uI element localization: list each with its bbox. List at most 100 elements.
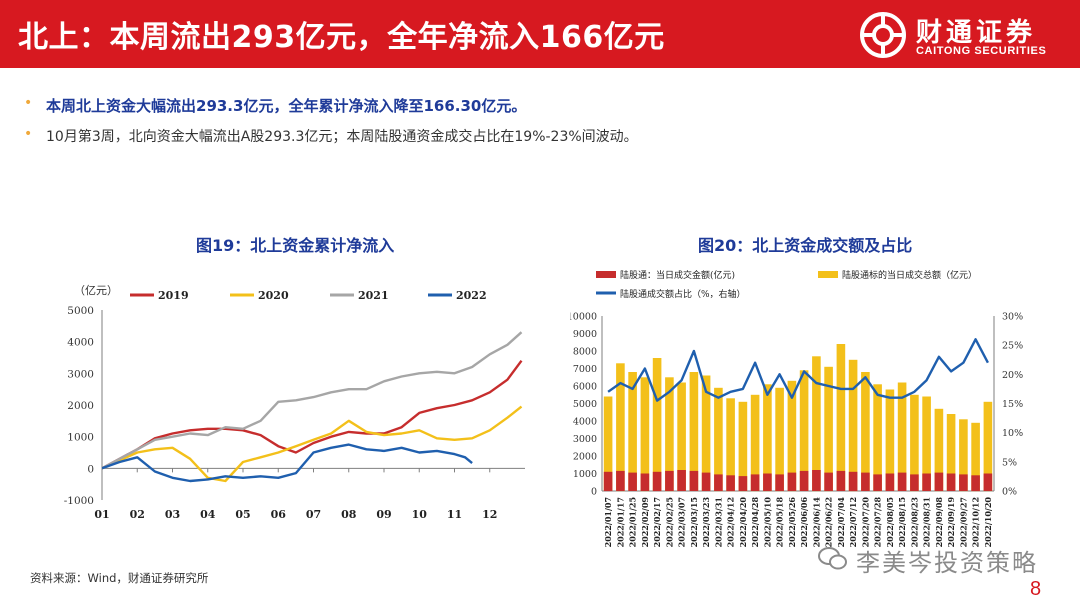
y2-tick-label: 25%	[1002, 341, 1023, 352]
x-tick-label: 2022/10/12	[971, 497, 981, 547]
x-tick-label: 2022/06/22	[824, 497, 834, 547]
bar-northbound-turnover	[665, 470, 674, 491]
y-tick-label: 3000	[67, 368, 94, 380]
bar-total-turnover	[824, 366, 833, 492]
x-tick-label: 2022/08/05	[885, 497, 895, 547]
bar-northbound-turnover	[738, 476, 748, 491]
bar-northbound-turnover	[763, 473, 772, 491]
bar-total-turnover	[775, 387, 784, 492]
x-tick-label: 2022/09/27	[958, 497, 968, 547]
x-tick-label: 08	[341, 508, 357, 521]
chart1-title: 图19：北上资金累计净流入	[196, 236, 395, 255]
bar-northbound-turnover	[640, 473, 650, 491]
chart2-title: 图20：北上资金成交额及占比	[698, 236, 913, 255]
source-note: 资料来源：Wind，财通证券研究所	[30, 571, 209, 585]
legend-label-2021: 2021	[358, 289, 389, 302]
series-line-2022	[101, 443, 473, 483]
turnover-ratio-chart: 陆股通：当日成交金额(亿元) 陆股通标的当日成交总额（亿元） 陆股通成交额占比（%，…	[570, 269, 1023, 548]
x-tick-label: 02	[130, 508, 145, 521]
x-tick-label: 2022/01/07	[603, 497, 613, 547]
x-tick-label: 2022/02/09	[640, 497, 650, 548]
bar-northbound-turnover	[787, 472, 797, 491]
bar-total-turnover	[738, 401, 748, 492]
brand-logo-icon	[860, 12, 906, 58]
y-tick-label: -1000	[64, 495, 94, 507]
y2-tick-label: 5%	[1002, 457, 1017, 468]
bar-northbound-turnover	[971, 475, 980, 492]
x-tick-label: 11	[447, 508, 462, 521]
x-tick-label: 09	[376, 508, 391, 521]
y-axis-unit: （亿元）	[74, 284, 118, 297]
y-tick-label: 4000	[67, 337, 94, 349]
bar-total-turnover	[934, 408, 944, 492]
y-tick-label: 2000	[573, 452, 597, 463]
bar-northbound-turnover	[885, 473, 895, 491]
x-tick-label: 2022/05/10	[762, 497, 772, 548]
x-tick-label: 2022/03/15	[689, 497, 699, 547]
x-tick-label: 2022/06/14	[811, 497, 821, 548]
brand-name: 财通证券	[916, 18, 1037, 48]
y2-tick-label: 10%	[1002, 428, 1023, 439]
bullet-dot-icon: •	[24, 95, 33, 111]
bar-northbound-turnover	[934, 472, 944, 491]
y-tick-label: 0	[87, 463, 94, 475]
bar-northbound-turnover	[922, 473, 931, 491]
bar-total-turnover	[946, 414, 956, 491]
bar-northbound-turnover	[946, 473, 956, 491]
x-tick-label: 2022/09/08	[934, 497, 944, 548]
x-tick-label: 2022/06/06	[799, 497, 809, 548]
bar-northbound-turnover	[652, 471, 662, 492]
bar-total-turnover	[603, 396, 613, 491]
legend-swatch-s1	[596, 271, 616, 278]
x-tick-label: 10	[412, 508, 428, 521]
legend-label-2019: 2019	[158, 289, 189, 302]
x-tick-label: 2022/09/19	[946, 497, 956, 548]
brand-name-en: CAITONG SECURITIES	[916, 45, 1047, 57]
bar-total-turnover	[812, 356, 821, 492]
bar-total-turnover	[799, 370, 809, 491]
x-tick-label: 12	[482, 508, 497, 521]
bar-total-turnover	[897, 382, 907, 491]
series-line-2020	[101, 405, 523, 483]
bar-northbound-turnover	[959, 474, 968, 491]
bar-northbound-turnover	[726, 475, 735, 492]
bar-total-turnover	[665, 377, 674, 492]
bar-northbound-turnover	[910, 474, 919, 491]
bar-northbound-turnover	[775, 474, 784, 491]
bar-northbound-turnover	[897, 472, 907, 491]
bar-total-turnover	[787, 380, 797, 492]
legend-label-2020: 2020	[258, 289, 289, 302]
y-tick-label: 1000	[67, 432, 94, 444]
bar-total-turnover	[616, 363, 625, 492]
y-tick-label: 8000	[573, 347, 597, 358]
series-line-2021	[101, 331, 523, 470]
x-tick-label: 2022/04/28	[750, 497, 760, 548]
legend-label-2022: 2022	[456, 289, 487, 302]
x-tick-label: 2022/05/26	[787, 497, 797, 548]
x-tick-label: 01	[94, 508, 109, 521]
bar-northbound-turnover	[799, 470, 809, 491]
bar-total-turnover	[836, 344, 846, 491]
x-tick-label: 2022/07/28	[873, 497, 883, 548]
bar-total-turnover	[763, 384, 772, 492]
x-tick-label: 2022/05/18	[775, 497, 785, 548]
series-line-ratio	[607, 338, 989, 402]
legend-label-s2: 陆股通标的当日成交总额（亿元）	[842, 269, 977, 281]
bar-total-turnover	[959, 419, 968, 492]
x-tick-label: 06	[271, 508, 287, 521]
cumulative-inflow-chart: （亿元） -1000 0 1000 2000 3000 4000 5000 01 02 03 04 05…	[64, 284, 525, 521]
x-tick-label: 2022/03/23	[701, 497, 711, 548]
header-bar: 北上：本周流出293亿元，全年净流入166亿元 财通证券 CAITONG SEC…	[0, 0, 1080, 68]
bar-total-turnover	[714, 387, 723, 492]
y2-tick-label: 15%	[1002, 399, 1023, 410]
y-tick-label: 3000	[573, 434, 597, 445]
bar-total-turnover	[910, 394, 919, 492]
y-tick-label: 0	[591, 487, 597, 498]
bar-northbound-turnover	[616, 470, 625, 491]
bar-northbound-turnover	[750, 474, 760, 491]
bar-northbound-turnover	[701, 472, 711, 491]
x-tick-label: 04	[200, 508, 216, 521]
x-tick-label: 03	[165, 508, 180, 521]
legend-label-s1: 陆股通：当日成交金额(亿元)	[620, 269, 735, 281]
